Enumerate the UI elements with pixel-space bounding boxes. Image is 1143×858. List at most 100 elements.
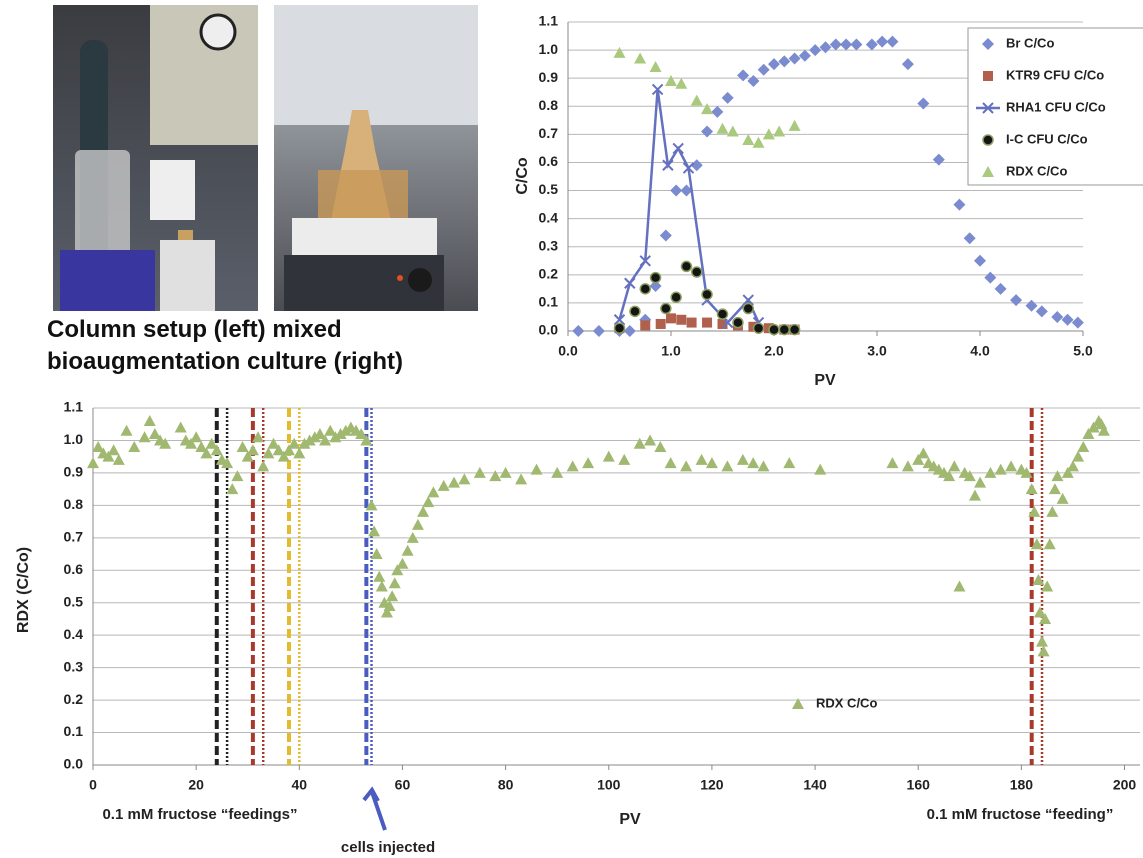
- legend-label: Br C/Co: [1006, 35, 1054, 50]
- diamond-marker: [680, 184, 693, 197]
- x-tick-label: 0: [89, 777, 97, 793]
- y-tick-label: 0.2: [539, 266, 559, 282]
- diamond-marker: [788, 52, 801, 65]
- circle-marker: [732, 316, 744, 329]
- diamond-marker: [865, 38, 878, 51]
- photo-caption: Column setup (left) mixed bioaugmentatio…: [47, 316, 403, 375]
- triangle-marker: [210, 444, 223, 456]
- triangle-marker: [448, 476, 461, 488]
- triangle-marker: [334, 427, 347, 439]
- triangle-marker: [313, 427, 326, 439]
- x-tick-label: 1.0: [661, 343, 681, 359]
- triangle-marker: [726, 125, 739, 137]
- diamond-marker: [711, 105, 724, 118]
- triangle-marker: [148, 427, 161, 439]
- x-tick-label: 40: [292, 777, 308, 793]
- triangle-marker: [1005, 460, 1018, 472]
- diamond-marker: [886, 35, 899, 48]
- annotation: 0.1 mM fructose “feeding”: [927, 806, 1114, 823]
- triangle-marker: [252, 431, 265, 443]
- triangle-marker: [277, 450, 290, 462]
- triangle-marker: [107, 444, 120, 456]
- diamond-marker: [819, 41, 832, 54]
- legend-label: RHA1 CFU C/Co: [1006, 99, 1106, 114]
- x-tick-label: 4.0: [970, 343, 990, 359]
- x-axis-title: PV: [619, 811, 641, 828]
- circle-marker: [788, 323, 801, 336]
- triangle-marker: [690, 94, 703, 106]
- triangle-marker: [1046, 505, 1059, 517]
- y-tick-label: 0.9: [539, 69, 559, 85]
- triangle-marker: [319, 434, 332, 446]
- x-tick-label: 100: [597, 777, 621, 793]
- triangle-marker: [747, 457, 760, 469]
- diamond-marker: [798, 49, 811, 62]
- diamond-marker: [984, 271, 997, 284]
- y-tick-label: 0.8: [64, 496, 84, 512]
- circle-marker: [982, 134, 994, 146]
- triangle-marker: [324, 424, 337, 436]
- circle-marker: [613, 322, 626, 334]
- triangle-marker: [773, 125, 786, 137]
- x-tick-label: 80: [498, 777, 514, 793]
- annotation: 0.1 mM fructose “feedings”: [102, 806, 297, 823]
- triangle-marker: [473, 466, 486, 478]
- y-tick-label: 0.3: [64, 658, 84, 674]
- triangle-marker: [721, 460, 734, 472]
- triangle-marker: [241, 450, 254, 462]
- triangle-marker: [792, 698, 804, 709]
- triangle-marker: [174, 421, 187, 433]
- triangle-marker: [1082, 427, 1095, 439]
- triangle-marker: [814, 463, 827, 475]
- triangle-marker: [293, 447, 306, 459]
- square-marker: [983, 71, 993, 81]
- circle-marker: [752, 322, 765, 334]
- triangle-marker: [968, 489, 981, 501]
- triangle-marker: [618, 453, 631, 465]
- triangle-marker: [120, 424, 133, 436]
- y-tick-label: 0.9: [64, 464, 84, 480]
- y-tick-label: 0.4: [539, 209, 559, 225]
- circle-marker: [629, 305, 641, 318]
- legend-box: [967, 27, 1143, 186]
- y-tick-label: 0.5: [539, 181, 559, 197]
- diamond-marker: [982, 38, 994, 50]
- triangle-marker: [963, 470, 976, 482]
- triangle-marker: [303, 434, 316, 446]
- triangle-marker: [515, 473, 528, 485]
- triangle-marker: [566, 460, 579, 472]
- x-marker: [662, 159, 674, 171]
- square-marker: [686, 317, 697, 328]
- diamond-marker: [768, 58, 780, 71]
- diamond-marker: [747, 74, 760, 87]
- legend-label: KTR9 CFU C/Co: [1006, 67, 1104, 82]
- x-tick-label: 60: [395, 777, 411, 793]
- triangle-marker: [386, 590, 399, 602]
- triangle-marker: [138, 431, 151, 443]
- legend-label: RDX C/Co: [1006, 163, 1067, 178]
- triangle-marker: [298, 437, 311, 449]
- diamond-marker: [721, 91, 734, 104]
- diamond-marker: [1035, 305, 1048, 318]
- diamond-marker: [1061, 313, 1074, 326]
- triangle-marker: [984, 466, 997, 478]
- x-tick-label: 2.0: [764, 343, 784, 359]
- triangle-marker: [159, 437, 172, 449]
- triangle-marker: [143, 414, 156, 426]
- triangle-marker: [226, 483, 239, 495]
- x-tick-label: 20: [188, 777, 204, 793]
- triangle-marker: [112, 453, 125, 465]
- triangle-marker: [1048, 483, 1061, 495]
- triangle-marker: [1066, 460, 1079, 472]
- triangle-marker: [705, 457, 718, 469]
- triangle-marker: [680, 460, 693, 472]
- triangle-marker: [762, 128, 775, 140]
- triangle-marker: [665, 74, 677, 86]
- triangle-marker: [1041, 580, 1054, 592]
- circle-marker: [691, 266, 703, 278]
- diamond-marker: [932, 153, 945, 166]
- triangle-marker: [783, 457, 796, 469]
- y-tick-label: 0.7: [539, 125, 559, 141]
